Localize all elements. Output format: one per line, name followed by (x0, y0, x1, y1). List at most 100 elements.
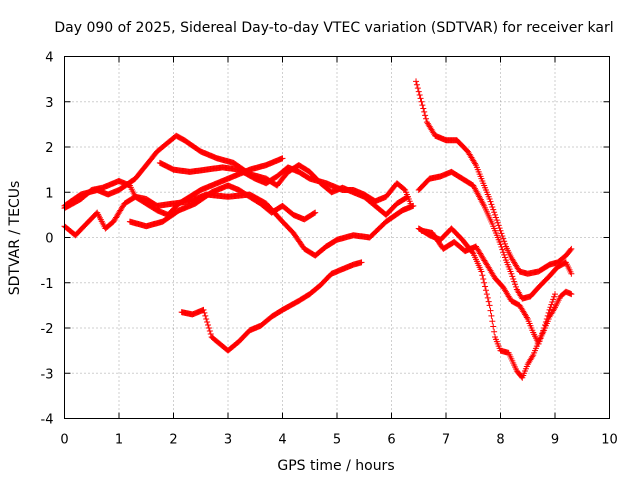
data-point (499, 232, 506, 239)
data-point (500, 235, 507, 242)
data-point (568, 270, 575, 277)
data-point (498, 230, 505, 237)
data-point (414, 85, 421, 92)
x-tick-label: 8 (496, 433, 504, 448)
data-point (420, 105, 427, 112)
series-track-9 (415, 225, 575, 381)
data-point (487, 198, 494, 205)
data-point (482, 287, 489, 294)
data-point (502, 254, 509, 261)
data-point (568, 245, 575, 252)
data-point (542, 321, 549, 328)
data-point (423, 115, 430, 122)
data-point (205, 325, 212, 331)
data-point (206, 328, 213, 335)
x-tick-label: 6 (387, 433, 395, 448)
data-point (568, 291, 575, 298)
data-point (489, 203, 496, 210)
series-track-4 (126, 182, 319, 230)
x-tick-label: 3 (224, 433, 232, 448)
data-point (204, 318, 211, 325)
data-point (508, 270, 515, 277)
data-point (552, 291, 558, 298)
data-point (511, 278, 518, 285)
data-point (490, 206, 497, 213)
data-point (567, 246, 574, 253)
data-point (407, 200, 414, 207)
data-point (203, 315, 210, 322)
y-tick-label: -3 (41, 367, 54, 382)
data-point (492, 211, 499, 218)
data-point (537, 335, 544, 342)
series-track-5 (156, 159, 414, 207)
x-tick-label: 7 (442, 433, 450, 448)
data-point (419, 102, 426, 109)
data-point (495, 222, 502, 229)
y-tick-label: -4 (41, 413, 54, 428)
y-tick-label: 4 (45, 51, 53, 66)
data-point (536, 338, 543, 345)
data-point (545, 309, 552, 316)
data-point (205, 321, 212, 328)
series-track-3 (61, 155, 286, 239)
data-point (207, 331, 214, 338)
data-point (485, 298, 492, 305)
data-point (541, 325, 548, 331)
x-tick-label: 1 (115, 433, 123, 448)
data-point (510, 275, 517, 282)
data-point (509, 273, 516, 280)
data-point (499, 246, 506, 253)
data-point (501, 238, 508, 245)
data-point (488, 312, 495, 319)
data-point (497, 227, 504, 234)
data-point (416, 91, 423, 98)
data-point (480, 275, 487, 282)
data-point (478, 268, 485, 275)
data-point (549, 298, 556, 305)
data-point (413, 78, 420, 85)
data-point (540, 327, 547, 334)
x-tick-label: 5 (333, 433, 341, 448)
data-point (500, 249, 507, 256)
y-tick-label: -1 (41, 277, 54, 292)
data-point (487, 307, 494, 314)
data-point (496, 225, 503, 232)
data-point (512, 281, 519, 288)
data-point (483, 291, 490, 298)
data-point (548, 301, 555, 308)
data-point (491, 328, 498, 335)
data-point (486, 196, 493, 203)
data-point (493, 217, 500, 224)
series-track-10 (418, 227, 558, 347)
data-point (498, 243, 505, 250)
series-track-8 (415, 168, 575, 302)
x-axis-label: GPS time / hours (277, 458, 394, 474)
data-point (279, 155, 286, 162)
data-point (421, 108, 428, 115)
data-point (488, 201, 495, 208)
data-point (512, 283, 519, 290)
x-tick-label: 0 (60, 433, 68, 448)
data-point (358, 259, 365, 266)
data-point (417, 95, 424, 102)
data-point (492, 214, 499, 221)
data-point (479, 272, 486, 279)
data-point (422, 112, 429, 119)
data-point (491, 209, 498, 216)
y-tick-label: 0 (45, 232, 53, 247)
data-point (201, 309, 208, 316)
data-point (539, 330, 546, 337)
y-tick-label: 3 (45, 96, 53, 111)
data-point (489, 318, 496, 325)
data-point (535, 340, 542, 347)
y-tick-label: 2 (45, 141, 53, 156)
data-point (401, 186, 408, 193)
data-point (543, 315, 550, 322)
data-point (200, 306, 207, 313)
data-point (482, 283, 489, 290)
data-point (551, 293, 558, 300)
y-tick-label: -2 (41, 322, 54, 337)
x-tick-label: 9 (551, 433, 559, 448)
series-marks (61, 78, 575, 381)
